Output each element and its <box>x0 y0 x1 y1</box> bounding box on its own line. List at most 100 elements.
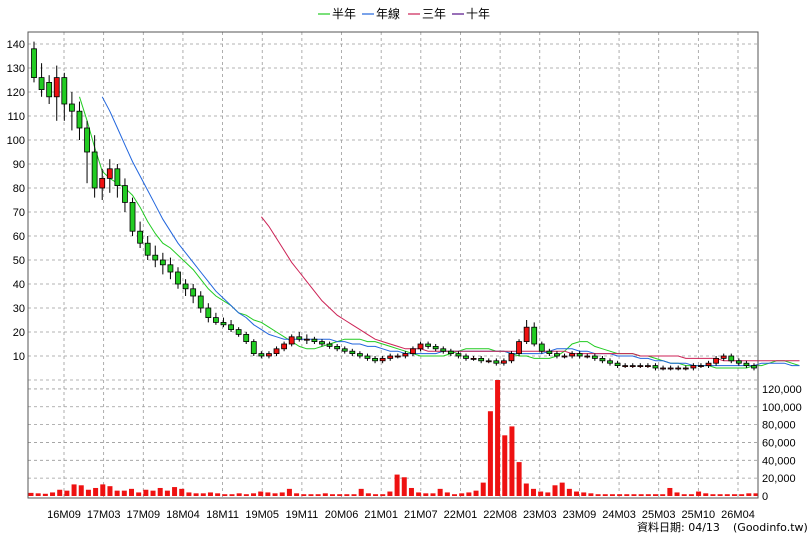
candle <box>68 92 75 131</box>
candle <box>379 356 386 364</box>
candle <box>61 72 68 121</box>
legend-label-half-year: 半年 <box>332 7 356 21</box>
volume-bar <box>308 494 314 496</box>
candle-body <box>31 48 37 78</box>
candle <box>220 317 227 328</box>
candle <box>728 353 735 364</box>
candle-body <box>743 362 750 367</box>
candle-body <box>637 365 644 368</box>
candle <box>122 178 128 212</box>
legend-item-three-year: 三年 <box>408 7 446 21</box>
volume-bar <box>128 488 134 496</box>
candle-body <box>250 341 257 355</box>
volume-bar <box>222 494 228 496</box>
volume-bar <box>416 492 422 496</box>
volume-bar <box>71 484 77 496</box>
candle-body <box>349 350 356 355</box>
candle <box>364 353 371 361</box>
candle-body <box>122 185 128 203</box>
volume-bar <box>638 494 644 496</box>
candle <box>410 346 416 356</box>
volume-bar <box>64 490 70 496</box>
candle-body <box>281 343 288 350</box>
candle <box>296 332 303 342</box>
volume-bar <box>157 487 163 496</box>
candle <box>554 351 560 359</box>
legend-item-half-year: 半年 <box>318 7 356 21</box>
candle-body <box>152 254 159 261</box>
volume-bar <box>681 494 687 496</box>
candle-body <box>356 353 363 357</box>
volume-bar <box>215 493 221 496</box>
candle-body <box>682 367 689 370</box>
candle-body <box>554 353 560 357</box>
volume-bar <box>57 489 63 496</box>
candle-body <box>698 365 704 368</box>
volume-bar <box>753 493 759 496</box>
candle-body <box>735 360 742 364</box>
candle-body <box>607 360 613 364</box>
volume-bar <box>466 492 472 496</box>
candle <box>485 358 492 364</box>
volume-bar <box>179 488 185 496</box>
plot-frame <box>27 31 759 499</box>
volume-bar <box>667 487 673 496</box>
volume-bar <box>114 490 120 496</box>
candle-body <box>478 357 485 362</box>
candle <box>500 358 507 366</box>
candle <box>349 348 356 356</box>
candle-body <box>296 336 303 340</box>
volume-bar <box>193 493 199 496</box>
volume-bar <box>294 493 300 496</box>
volume-bar <box>437 488 443 496</box>
footer: 資料日期: 04/13 (Goodinfo.tw) <box>637 520 808 534</box>
volume-bar <box>653 494 659 496</box>
candle <box>531 322 538 347</box>
legend-item-ten-year: 十年 <box>452 7 490 21</box>
candle-body <box>425 343 432 347</box>
candle <box>644 363 651 368</box>
candle <box>303 334 310 344</box>
candle-body <box>705 362 712 367</box>
x-tick-label: 19M11 <box>285 509 318 521</box>
candle <box>455 351 462 359</box>
x-tick-label: 16M09 <box>47 509 81 521</box>
volume-bar <box>186 492 192 496</box>
candle <box>622 363 629 368</box>
candle <box>319 339 325 347</box>
volume-bar <box>42 493 48 496</box>
ma-line-2 <box>261 216 800 362</box>
candle-body <box>235 329 242 335</box>
candle-body <box>622 365 629 368</box>
candle <box>440 346 447 354</box>
candle-body <box>319 341 325 345</box>
volume-bar <box>258 491 264 496</box>
candle <box>546 348 553 356</box>
volume-bar <box>50 492 56 496</box>
candle-body <box>387 355 394 359</box>
candle-body <box>190 288 197 297</box>
candle-body <box>46 82 53 98</box>
candle-body <box>167 264 174 273</box>
volume-bar <box>473 490 479 496</box>
candle-body <box>106 168 113 179</box>
candlesticks <box>31 41 757 371</box>
candle-body <box>728 355 735 362</box>
candle-body <box>137 230 144 244</box>
volume-bar <box>423 493 429 496</box>
candle <box>235 327 242 337</box>
candle <box>432 344 439 352</box>
volume-bar <box>93 487 99 496</box>
price-tick-label: 60 <box>13 231 25 243</box>
candle-body <box>675 367 682 370</box>
volume-bar <box>588 493 594 496</box>
volume-bar <box>645 494 651 496</box>
candle <box>720 353 727 361</box>
candle <box>538 341 545 354</box>
candle <box>614 360 621 368</box>
volume-bar <box>286 488 292 496</box>
price-tick-label: 100 <box>7 135 25 147</box>
candle-body <box>341 348 348 352</box>
candle <box>144 236 151 260</box>
candle <box>190 284 197 304</box>
